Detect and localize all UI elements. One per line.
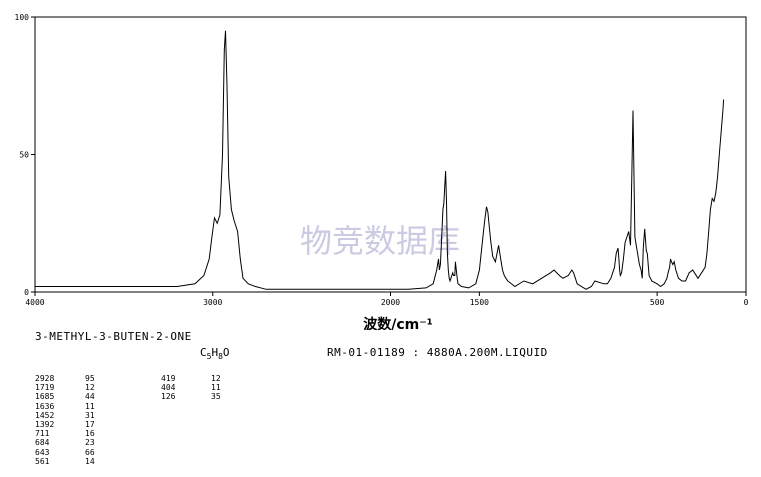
peak-wavenumber: 404 — [161, 383, 176, 393]
peak-intensity: 14 — [85, 456, 95, 466]
y-tick-label: 100 — [15, 13, 30, 22]
peak-row: 2928 95 — [35, 374, 105, 383]
peak-row: 1685 44 — [35, 392, 105, 401]
peak-intensity: 31 — [85, 410, 95, 420]
formula-o: O — [222, 346, 230, 359]
peak-wavenumber: 419 — [161, 374, 176, 383]
peak-intensity: 66 — [85, 447, 95, 457]
peak-wavenumber: 561 — [35, 456, 50, 466]
compound-name: 3-METHYL-3-BUTEN-2-ONE — [35, 330, 192, 343]
x-tick-label: 2000 — [381, 298, 400, 307]
formula-c: C — [200, 346, 207, 359]
x-tick-label: 500 — [650, 298, 665, 307]
peak-wavenumber: 711 — [35, 429, 50, 439]
peak-intensity: 95 — [85, 374, 95, 383]
peak-intensity: 16 — [85, 429, 95, 439]
peak-wavenumber: 1452 — [35, 410, 55, 420]
peak-wavenumber: 643 — [35, 447, 50, 457]
peak-intensity: 35 — [211, 392, 221, 402]
peak-intensity: 12 — [85, 383, 95, 393]
peak-wavenumber: 2928 — [35, 374, 55, 383]
molecular-formula: C5H8O — [200, 346, 230, 361]
formula-h-count: 8 — [218, 352, 223, 362]
peak-row: 561 14 — [35, 457, 105, 466]
watermark: 物竞数据库 — [300, 222, 460, 260]
formula-c-count: 5 — [206, 352, 212, 362]
peak-row: 684 23 — [35, 438, 105, 447]
peak-intensity: 44 — [85, 392, 95, 402]
peak-table-right: 419 12 404 11 126 35 — [161, 374, 231, 402]
peak-intensity: 23 — [85, 438, 95, 448]
peak-intensity: 11 — [211, 383, 221, 393]
peak-row: 1719 12 — [35, 383, 105, 392]
peak-intensity: 17 — [85, 420, 95, 430]
peak-row: 1636 11 — [35, 402, 105, 411]
peak-row: 404 11 — [161, 383, 231, 392]
peak-row: 1392 17 — [35, 420, 105, 429]
peak-table-left: 2928 95 1719 12 1685 44 1636 11 1452 31 1392 17 711 1… — [35, 374, 105, 466]
peak-row: 126 35 — [161, 392, 231, 401]
peak-wavenumber: 1392 — [35, 420, 55, 430]
peak-row: 1452 31 — [35, 411, 105, 420]
peak-row: 419 12 — [161, 374, 231, 383]
y-tick-label: 0 — [24, 288, 29, 297]
sample-info: RM-01-01189 : 4880A.200M.LIQUID — [327, 346, 548, 359]
spectrum-line — [35, 30, 725, 290]
x-tick-label: 1500 — [470, 298, 489, 307]
peak-row: 711 16 — [35, 429, 105, 438]
peak-intensity: 11 — [85, 401, 95, 411]
y-tick-label: 50 — [19, 151, 29, 160]
x-tick-label: 0 — [744, 298, 749, 307]
x-tick-label: 3000 — [203, 298, 222, 307]
formula-h: H — [211, 346, 219, 359]
peak-wavenumber: 1685 — [35, 392, 55, 402]
peak-wavenumber: 1636 — [35, 401, 55, 411]
peak-wavenumber: 1719 — [35, 383, 55, 393]
peak-wavenumber: 126 — [161, 392, 176, 402]
peak-wavenumber: 684 — [35, 438, 50, 448]
peak-intensity: 12 — [211, 374, 221, 383]
x-tick-label: 4000 — [25, 298, 44, 307]
x-axis-label: 波数/cm⁻¹ — [363, 316, 433, 330]
peak-row: 643 66 — [35, 448, 105, 457]
